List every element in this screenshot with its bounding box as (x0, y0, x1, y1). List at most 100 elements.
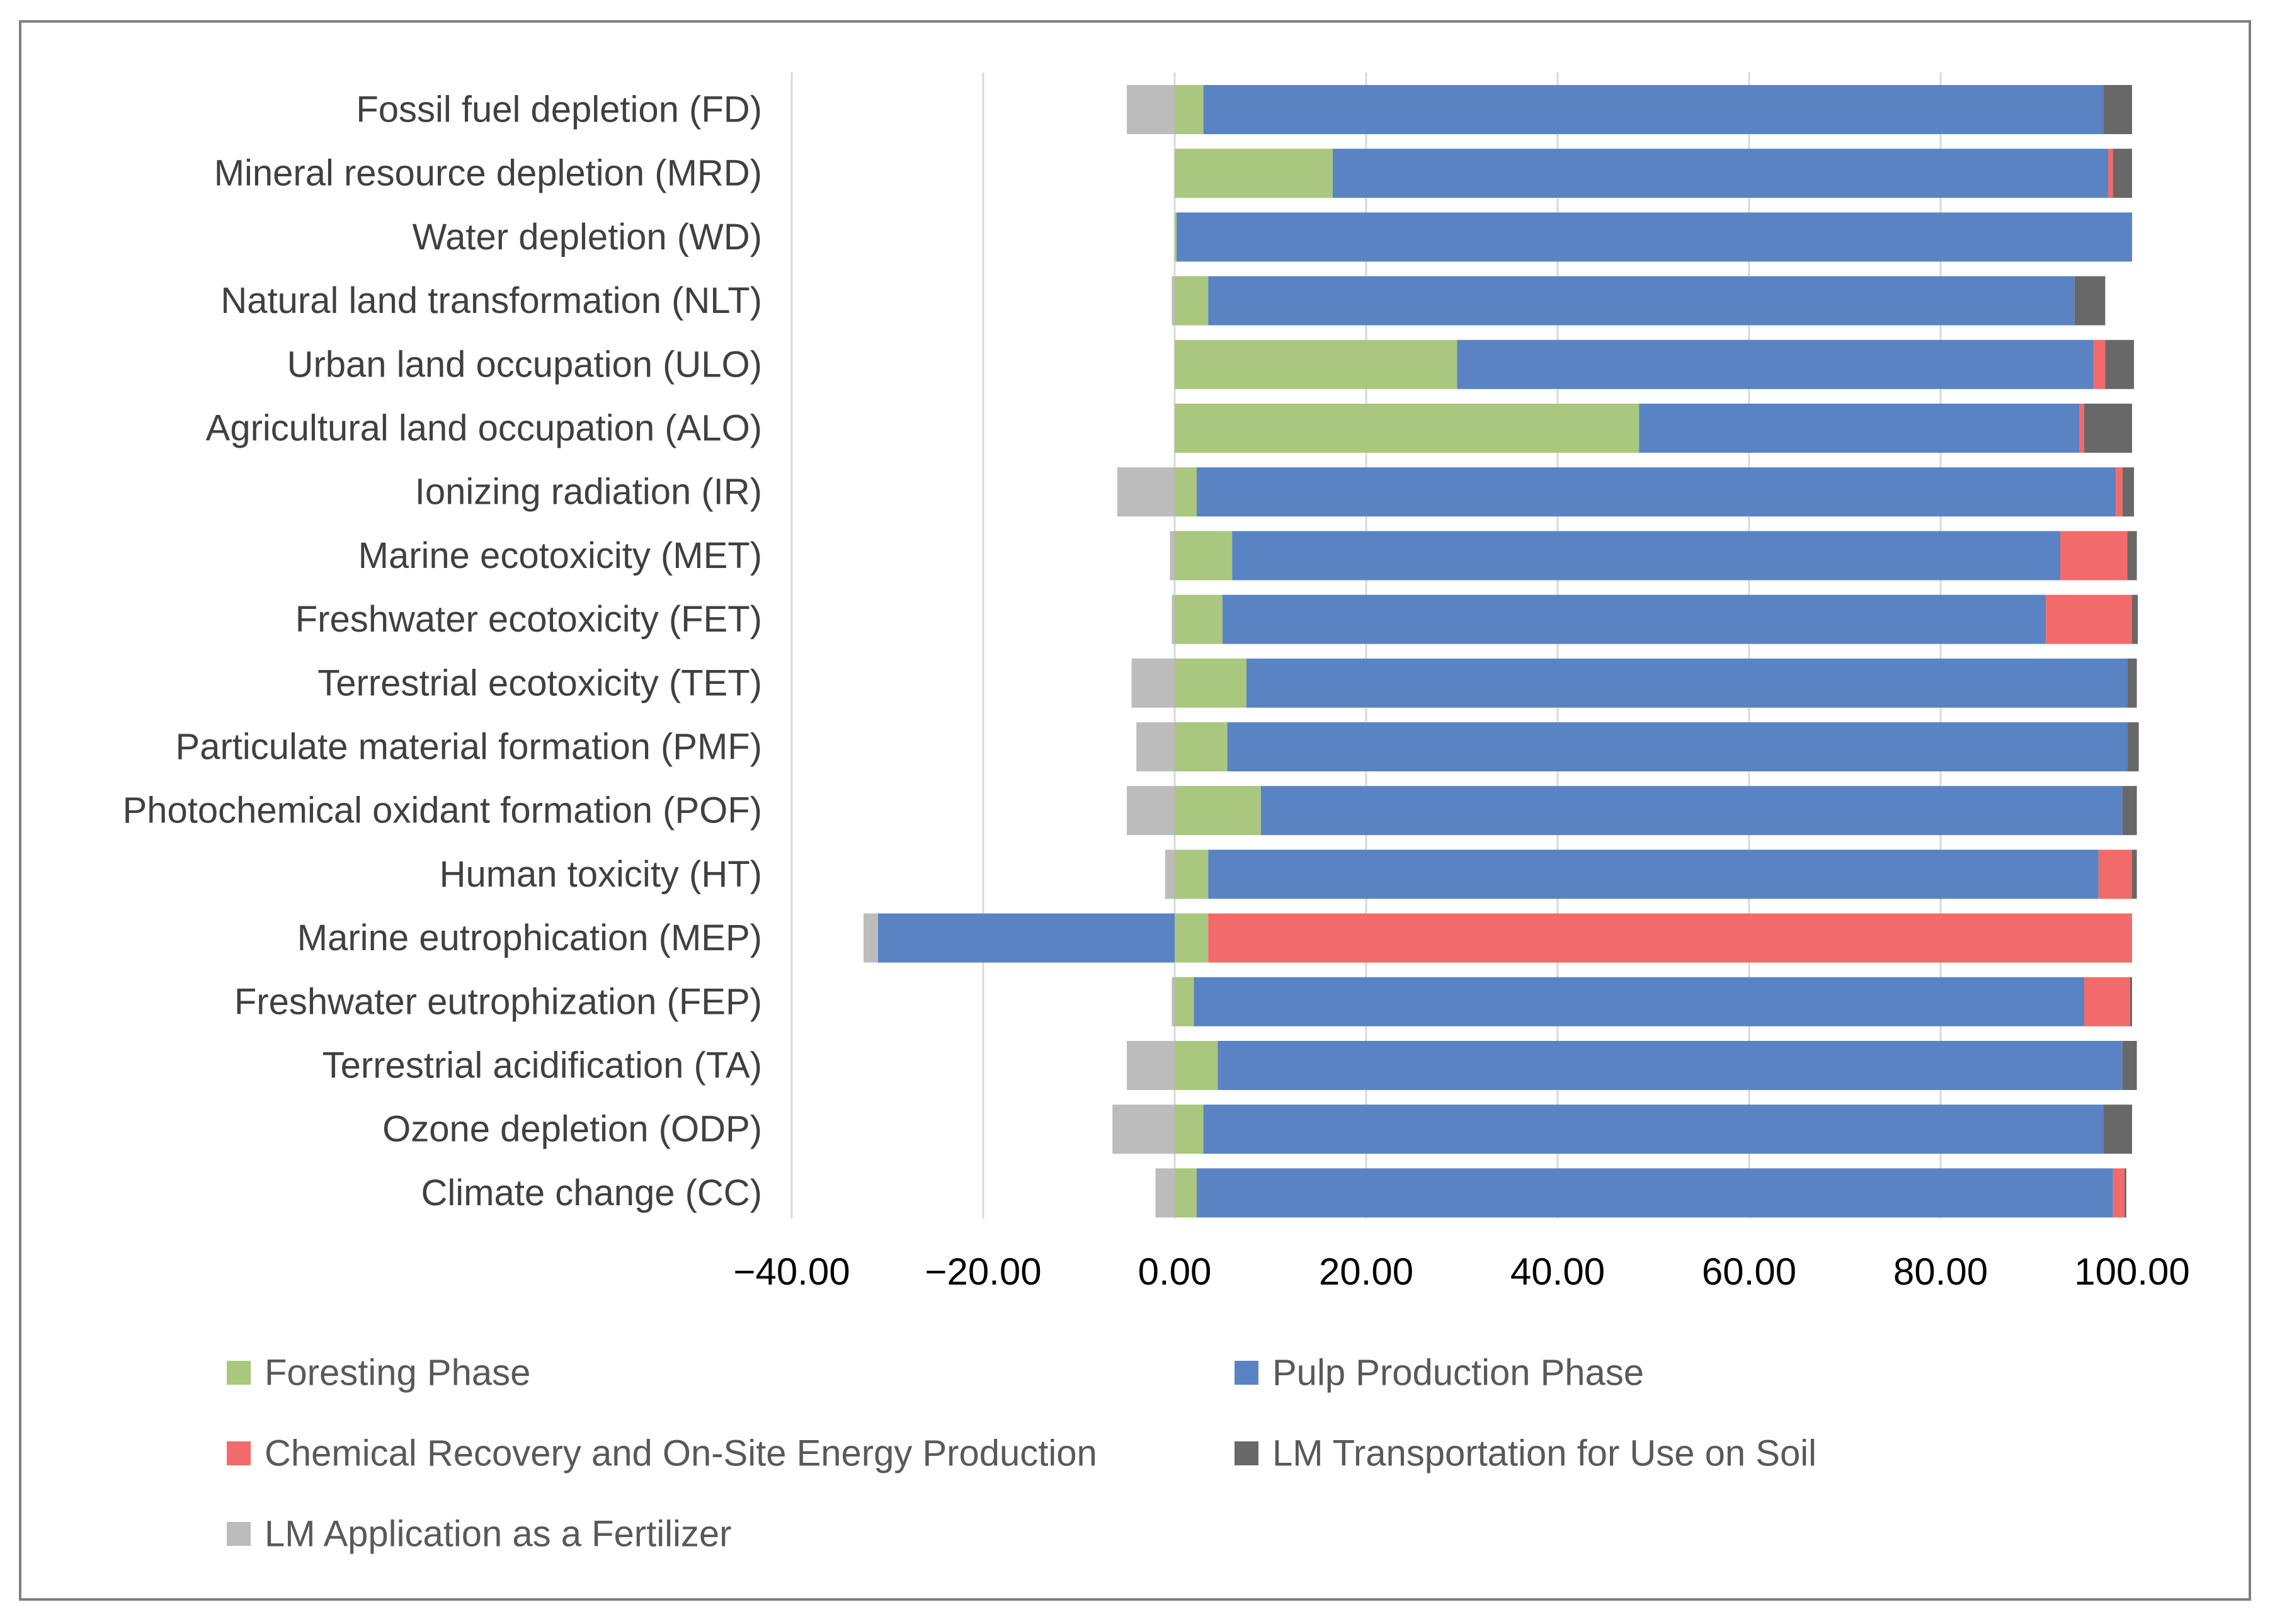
bar-ozone-depletion-odp-lm-transportation-for-use-on-soil (2103, 1104, 2132, 1154)
legend-item-foresting-phase[interactable]: Foresting Phase (227, 1353, 530, 1394)
legend-label-pulp-production-phase: Pulp Production Phase (1272, 1353, 1644, 1394)
bar-ozone-depletion-odp-pulp-production-phase (1203, 1104, 2104, 1154)
category-label-marine-eutrophication-mep: Marine eutrophication (MEP) (297, 917, 762, 958)
bar-human-toxicity-ht-foresting-phase (1175, 849, 1209, 899)
bar-photochemical-oxidant-formation-pof-pulp-production-phase (1260, 786, 2123, 836)
bar-marine-eutrophication-mep-pulp-production-phase (877, 913, 1175, 963)
bar-agricultural-land-occupation-alo-chemical-recovery-and-on-site-energy-production (2079, 404, 2084, 453)
category-label-fossil-fuel-depletion-fd: Fossil fuel depletion (FD) (356, 89, 762, 130)
x-tick-80-00: 80.00 (1893, 1251, 1988, 1293)
x-tick-20-00: −20.00 (925, 1251, 1041, 1293)
bar-mineral-resource-depletion-mrd-foresting-phase (1175, 149, 1333, 198)
category-label-water-depletion-wd: Water depletion (WD) (413, 217, 762, 258)
bar-particulate-material-formation-pmf-lm-transportation-for-use-on-soil (2127, 722, 2139, 771)
x-tick-20-00: 20.00 (1319, 1251, 1413, 1293)
bar-terrestrial-ecotoxicity-tet-pulp-production-phase (1246, 658, 2128, 708)
bar-climate-change-cc-lm-application-as-a-fertilizer (1155, 1168, 1175, 1218)
legend-item-lm-transportation-for-use-on-soil[interactable]: LM Transportation for Use on Soil (1235, 1433, 1817, 1474)
bar-terrestrial-ecotoxicity-tet-lm-application-as-a-fertilizer (1131, 658, 1175, 708)
bar-terrestrial-ecotoxicity-tet-lm-transportation-for-use-on-soil (2127, 658, 2137, 708)
bar-freshwater-ecotoxicity-fet-pulp-production-phase (1223, 594, 2046, 644)
category-label-natural-land-transformation-nlt: Natural land transformation (NLT) (220, 280, 762, 321)
legend-swatch-pulp-production-phase (1235, 1361, 1258, 1385)
category-label-terrestrial-acidification-ta: Terrestrial acidification (TA) (322, 1045, 762, 1086)
category-label-urban-land-occupation-ulo: Urban land occupation (ULO) (287, 344, 762, 385)
bar-photochemical-oxidant-formation-pof-lm-transportation-for-use-on-soil (2122, 786, 2137, 836)
bar-terrestrial-acidification-ta-foresting-phase (1175, 1041, 1218, 1090)
bar-ionizing-radiation-ir-chemical-recovery-and-on-site-energy-production (2116, 467, 2123, 517)
x-tick-40-00: 40.00 (1510, 1251, 1605, 1293)
bar-freshwater-eutrophization-fep-chemical-recovery-and-on-site-energy-production (2084, 977, 2130, 1026)
category-label-mineral-resource-depletion-mrd: Mineral resource depletion (MRD) (214, 153, 762, 194)
bar-human-toxicity-ht-chemical-recovery-and-on-site-energy-production (2098, 849, 2132, 899)
bar-marine-eutrophication-mep-foresting-phase (1175, 913, 1209, 963)
bar-ionizing-radiation-ir-lm-transportation-for-use-on-soil (2122, 467, 2135, 517)
legend-swatch-lm-transportation-for-use-on-soil (1235, 1441, 1258, 1465)
bar-fossil-fuel-depletion-fd-foresting-phase (1175, 85, 1204, 134)
bar-marine-ecotoxicity-met-chemical-recovery-and-on-site-energy-production (2060, 531, 2128, 581)
bar-climate-change-cc-foresting-phase (1175, 1168, 1197, 1218)
x-axis-tick-labels: −40.00 −20.00 0.00 20.00 40.00 60.00 80.00 100.… (733, 1251, 2189, 1293)
bar-freshwater-eutrophization-fep-lm-transportation-for-use-on-soil (2130, 977, 2132, 1026)
bar-fossil-fuel-depletion-fd-lm-application-as-a-fertilizer (1127, 85, 1175, 134)
x-tick-60-00: 60.00 (1702, 1251, 1796, 1293)
bar-layer (864, 85, 2139, 1218)
bar-photochemical-oxidant-formation-pof-lm-application-as-a-fertilizer (1127, 786, 1175, 836)
gridlines (790, 72, 1942, 1218)
bar-terrestrial-acidification-ta-pulp-production-phase (1218, 1041, 2123, 1090)
bar-urban-land-occupation-ulo-pulp-production-phase (1457, 339, 2094, 389)
bar-natural-land-transformation-nlt-pulp-production-phase (1208, 276, 2075, 326)
bar-marine-ecotoxicity-met-foresting-phase (1175, 531, 1233, 581)
bar-ozone-depletion-odp-foresting-phase (1175, 1104, 1204, 1154)
category-label-ozone-depletion-odp: Ozone depletion (ODP) (382, 1109, 762, 1150)
bar-climate-change-cc-chemical-recovery-and-on-site-energy-production (2113, 1168, 2125, 1218)
bar-freshwater-ecotoxicity-fet-lm-transportation-for-use-on-soil (2132, 594, 2138, 644)
bar-human-toxicity-ht-lm-transportation-for-use-on-soil (2132, 849, 2137, 899)
legend-swatch-lm-application-as-a-fertilizer (227, 1522, 251, 1546)
bar-agricultural-land-occupation-alo-lm-transportation-for-use-on-soil (2084, 404, 2132, 453)
category-label-human-toxicity-ht: Human toxicity (HT) (440, 854, 762, 895)
legend-item-pulp-production-phase[interactable]: Pulp Production Phase (1235, 1353, 1644, 1394)
bar-urban-land-occupation-ulo-foresting-phase (1175, 339, 1457, 389)
bar-natural-land-transformation-nlt-foresting-phase (1175, 276, 1209, 326)
bar-water-depletion-wd-foresting-phase (1175, 212, 1177, 262)
bar-mineral-resource-depletion-mrd-chemical-recovery-and-on-site-energy-production (2108, 149, 2113, 198)
bar-terrestrial-ecotoxicity-tet-foresting-phase (1175, 658, 1246, 708)
x-tick-40-00: −40.00 (733, 1251, 850, 1293)
category-label-climate-change-cc: Climate change (CC) (421, 1173, 762, 1213)
bar-human-toxicity-ht-pulp-production-phase (1208, 849, 2099, 899)
bar-terrestrial-acidification-ta-lm-transportation-for-use-on-soil (2122, 1041, 2137, 1090)
bar-fossil-fuel-depletion-fd-pulp-production-phase (1203, 85, 2104, 134)
category-label-terrestrial-ecotoxicity-tet: Terrestrial ecotoxicity (TET) (317, 662, 762, 703)
bar-agricultural-land-occupation-alo-pulp-production-phase (1639, 404, 2080, 453)
legend-label-lm-application-as-a-fertilizer: LM Application as a Fertilizer (265, 1514, 731, 1555)
bar-marine-ecotoxicity-met-pulp-production-phase (1232, 531, 2060, 581)
category-label-agricultural-land-occupation-alo: Agricultural land occupation (ALO) (206, 408, 762, 449)
bar-particulate-material-formation-pmf-foresting-phase (1175, 722, 1228, 771)
category-label-freshwater-eutrophization-fep: Freshwater eutrophization (FEP) (234, 981, 762, 1022)
bar-fossil-fuel-depletion-fd-lm-transportation-for-use-on-soil (2103, 85, 2132, 134)
x-tick-100-00: 100.00 (2074, 1251, 2190, 1293)
bar-particulate-material-formation-pmf-pulp-production-phase (1227, 722, 2128, 771)
legend-label-lm-transportation-for-use-on-soil: LM Transportation for Use on Soil (1272, 1433, 1817, 1474)
bar-marine-ecotoxicity-met-lm-application-as-a-fertilizer (1170, 531, 1175, 581)
bar-mineral-resource-depletion-mrd-pulp-production-phase (1332, 149, 2108, 198)
legend-item-lm-application-as-a-fertilizer[interactable]: LM Application as a Fertilizer (227, 1514, 731, 1555)
bar-mineral-resource-depletion-mrd-lm-transportation-for-use-on-soil (2113, 149, 2132, 198)
category-label-particulate-material-formation-pmf: Particulate material formation (PMF) (176, 727, 762, 768)
bar-urban-land-occupation-ulo-lm-transportation-for-use-on-soil (2105, 339, 2135, 389)
legend-item-chemical-recovery-and-on-site-energy-production[interactable]: Chemical Recovery and On-Site Energy Pro… (227, 1433, 1097, 1474)
bar-marine-ecotoxicity-met-lm-transportation-for-use-on-soil (2127, 531, 2137, 581)
bar-ionizing-radiation-ir-lm-application-as-a-fertilizer (1117, 467, 1175, 517)
bar-marine-eutrophication-mep-chemical-recovery-and-on-site-energy-production (1208, 913, 2132, 963)
bar-freshwater-eutrophization-fep-pulp-production-phase (1194, 977, 2084, 1026)
x-tick-0-00: 0.00 (1138, 1251, 1212, 1293)
category-label-ionizing-radiation-ir: Ionizing radiation (IR) (415, 472, 762, 513)
bar-marine-eutrophication-mep-lm-application-as-a-fertilizer (864, 913, 878, 963)
bar-human-toxicity-ht-lm-application-as-a-fertilizer (1165, 849, 1175, 899)
bar-agricultural-land-occupation-alo-foresting-phase (1175, 404, 1640, 453)
legend[interactable]: Foresting Phase Pulp Production Phase Chem… (227, 1353, 1817, 1555)
bar-photochemical-oxidant-formation-pof-foresting-phase (1175, 786, 1261, 836)
bar-freshwater-eutrophization-fep-foresting-phase (1175, 977, 1194, 1026)
